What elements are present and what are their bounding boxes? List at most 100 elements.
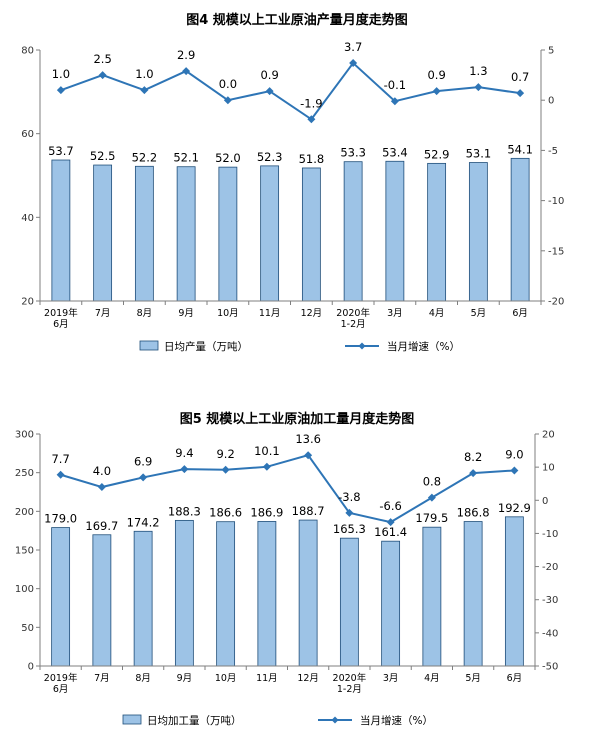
line-value-label: 2.5 bbox=[93, 52, 111, 66]
line-point bbox=[56, 86, 65, 95]
line-value-label: 9.4 bbox=[175, 446, 193, 460]
x-tick-label: 12月 bbox=[301, 308, 323, 319]
left-tick-label: 40 bbox=[21, 213, 34, 224]
x-tick-label: 10月 bbox=[215, 673, 237, 684]
crude-oil-processing-chart: 图5 规模以上工业原油加工量月度走势图 0 50 100 150 200 250 300 20… bbox=[0, 372, 594, 743]
bar bbox=[381, 540, 401, 667]
x-tick-label-line: 5月 bbox=[471, 308, 487, 319]
x-tick-label: 9月 bbox=[177, 673, 193, 684]
bar bbox=[427, 162, 447, 302]
bar bbox=[218, 166, 238, 302]
bar bbox=[510, 157, 530, 302]
line-value-label: 1.0 bbox=[52, 67, 70, 81]
x-tick-label: 2019年 6月 bbox=[44, 307, 78, 330]
x-tick-label: 11月 bbox=[259, 308, 281, 319]
x-tick-label: 4月 bbox=[429, 308, 445, 319]
bar-value-label: 186.6 bbox=[209, 506, 242, 520]
x-tick-label-line: 11月 bbox=[259, 308, 281, 319]
right-tick-label: -15 bbox=[548, 246, 564, 257]
x-tick-label-line: 10月 bbox=[215, 673, 237, 684]
growth-rate-line bbox=[60, 61, 521, 121]
bar bbox=[174, 519, 194, 667]
bar bbox=[343, 161, 363, 302]
bar bbox=[133, 530, 153, 667]
line-value-label: 2.9 bbox=[177, 48, 195, 62]
x-tick-label: 9月 bbox=[178, 308, 194, 319]
line-point bbox=[221, 465, 230, 474]
x-tick-label-line: 12月 bbox=[301, 308, 323, 319]
x-tick-label: 8月 bbox=[137, 308, 153, 319]
line-point bbox=[307, 115, 316, 124]
x-tick-label-line: 3月 bbox=[383, 673, 399, 684]
line-point bbox=[265, 87, 274, 96]
bar-value-label: 52.0 bbox=[215, 151, 241, 165]
legend-line-label: 当月增速（%） bbox=[360, 714, 433, 727]
line-value-label: -0.1 bbox=[384, 78, 406, 92]
line-value-label: 3.7 bbox=[344, 40, 362, 54]
x-tick-label: 2020年 1-2月 bbox=[333, 672, 367, 695]
line-value-label: 0.9 bbox=[260, 68, 278, 82]
bar bbox=[385, 160, 405, 302]
bar bbox=[339, 537, 359, 667]
x-tick-label-line: 4月 bbox=[424, 673, 440, 684]
x-tick-label-line: 5月 bbox=[465, 673, 481, 684]
x-tick-label-line: 4月 bbox=[429, 308, 445, 319]
x-tick-label: 5月 bbox=[471, 308, 487, 319]
line-point bbox=[139, 473, 148, 482]
bar-value-label: 53.1 bbox=[466, 147, 492, 161]
line-value-label: 4.0 bbox=[93, 464, 111, 478]
line-value-label: -3.8 bbox=[338, 490, 360, 504]
bar-value-label: 52.3 bbox=[257, 150, 283, 164]
x-tick-label-line: 2020年 bbox=[336, 307, 370, 319]
bar-value-label: 52.1 bbox=[173, 151, 199, 165]
line-point bbox=[510, 466, 519, 475]
line-value-label: 0.8 bbox=[423, 475, 441, 489]
line-point bbox=[516, 89, 525, 98]
line-value-label: 13.6 bbox=[295, 432, 321, 446]
line-point bbox=[390, 97, 399, 106]
legend-line-label: 当月增速（%） bbox=[387, 340, 460, 353]
line-point bbox=[262, 462, 271, 471]
right-tick-label: 5 bbox=[548, 46, 554, 57]
line-point bbox=[180, 465, 189, 474]
line-value-label: 0.7 bbox=[511, 70, 529, 84]
line-value-label: 8.2 bbox=[464, 450, 482, 464]
line-point bbox=[474, 83, 483, 92]
line-point bbox=[432, 87, 441, 96]
line-point bbox=[182, 67, 191, 76]
x-tick-label-line: 2020年 bbox=[333, 672, 367, 684]
bar-value-label: 179.0 bbox=[44, 512, 77, 526]
chart-title: 图4 规模以上工业原油产量月度走势图 bbox=[186, 12, 408, 28]
legend-line-marker bbox=[331, 716, 339, 724]
line-point bbox=[97, 483, 106, 492]
line-value-label: 0.9 bbox=[427, 68, 445, 82]
bar bbox=[51, 159, 71, 302]
x-tick-label: 3月 bbox=[383, 673, 399, 684]
bar bbox=[216, 521, 236, 667]
bar bbox=[468, 162, 488, 302]
bar bbox=[257, 521, 277, 667]
left-tick-label: 300 bbox=[15, 430, 34, 441]
growth-rate-line bbox=[60, 454, 515, 524]
x-tick-label-line: 11月 bbox=[256, 673, 278, 684]
chart-canvas: 图4 规模以上工业原油产量月度走势图 20 40 60 80 5 0 -5 -10 -15 -20… bbox=[21, 12, 564, 353]
right-tick-label: 10 bbox=[542, 463, 555, 474]
legend-bar-label: 日均加工量（万吨） bbox=[147, 714, 242, 727]
line-value-label: 9.0 bbox=[505, 447, 523, 461]
bar-value-label: 188.7 bbox=[292, 504, 325, 518]
left-tick-label: 60 bbox=[21, 129, 34, 140]
line-value-label: 9.2 bbox=[216, 447, 234, 461]
x-tick-label-line: 10月 bbox=[217, 308, 239, 319]
left-tick-label: 0 bbox=[28, 662, 34, 673]
left-tick-label: 250 bbox=[15, 468, 34, 479]
x-tick-label-line: 1-2月 bbox=[337, 684, 362, 695]
bar-value-label: 52.5 bbox=[90, 149, 116, 163]
right-tick-label: -10 bbox=[548, 196, 564, 207]
bar-value-label: 188.3 bbox=[168, 504, 201, 518]
right-tick-label: -10 bbox=[542, 529, 558, 540]
right-tick-label: 0 bbox=[548, 96, 554, 107]
bar-value-label: 169.7 bbox=[85, 519, 118, 533]
bar bbox=[51, 527, 71, 667]
line-value-label: 10.1 bbox=[254, 444, 280, 458]
x-tick-label-line: 3月 bbox=[387, 308, 403, 319]
